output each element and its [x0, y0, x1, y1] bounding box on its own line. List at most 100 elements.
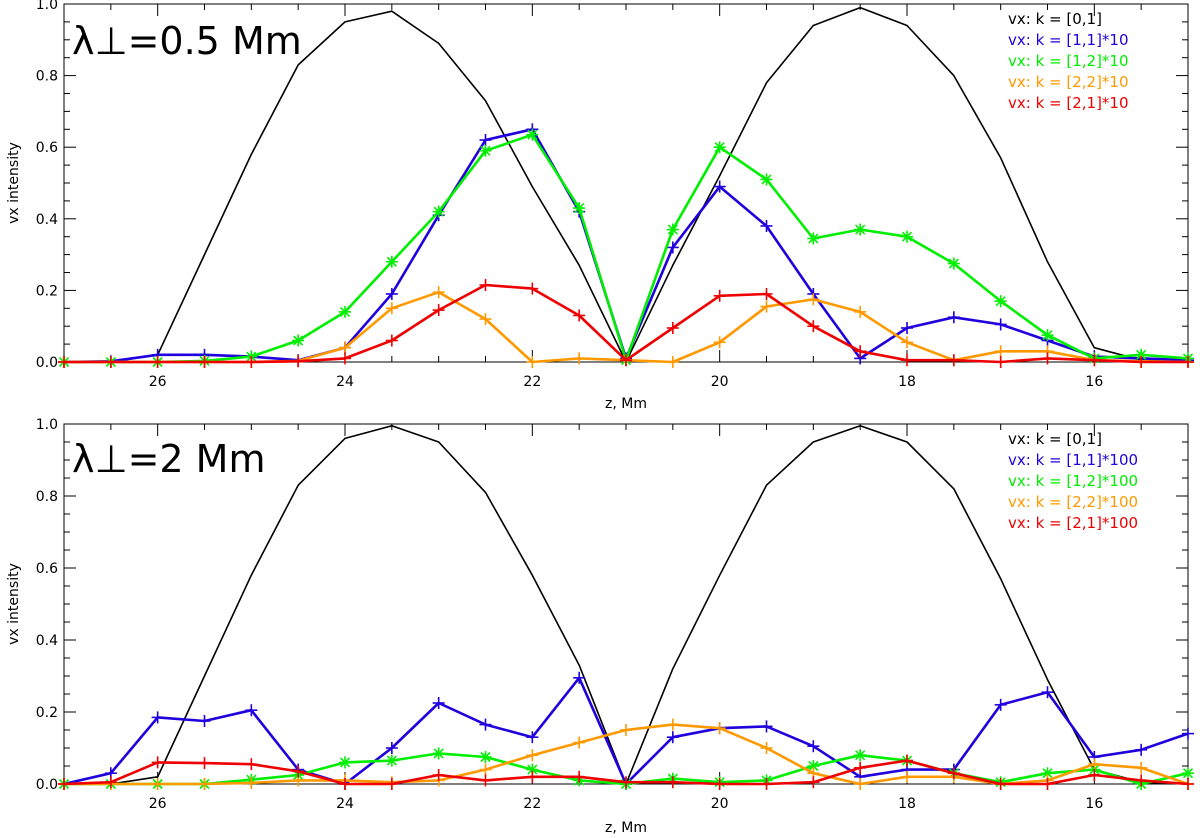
data-point: [292, 334, 305, 347]
data-point: [385, 287, 398, 300]
data-point: [385, 754, 398, 767]
y-tick-label: 1.0: [36, 0, 58, 13]
data-point: [713, 289, 726, 302]
data-point: [760, 219, 773, 232]
data-point: [292, 355, 305, 368]
data-point: [58, 356, 70, 368]
data-point: [198, 356, 211, 368]
data-point: [994, 778, 1007, 790]
y-tick-label: 0.8: [36, 69, 58, 85]
data-point: [1182, 778, 1194, 790]
data-point: [151, 356, 164, 368]
data-point: [666, 321, 679, 334]
data-point: [573, 770, 586, 783]
y-tick-label: 0.6: [36, 140, 58, 156]
y-tick-label: 1.0: [36, 417, 58, 433]
data-point: [479, 134, 492, 147]
y-tick-label: 0.6: [36, 561, 58, 577]
panel-bottom: 26 24 22 20 18 16 0.0 0.2 0.4 0.6 0.8 1.0 z, Mm vx in…: [6, 417, 1194, 836]
data-point: [901, 754, 913, 767]
legend-entry: vx: k = [1,1]*10: [1008, 31, 1129, 49]
legend-entry: vx: k = [2,2]*100: [1008, 493, 1138, 511]
data-point: [1041, 352, 1054, 365]
x-tick-label: 24: [336, 796, 354, 812]
data-point: [760, 173, 773, 186]
data-point: [526, 731, 539, 744]
y-tick-label: 0.8: [36, 489, 58, 505]
data-point: [292, 765, 305, 778]
data-point: [339, 305, 351, 318]
x-tick-label: 16: [1085, 374, 1103, 390]
data-point: [151, 778, 164, 790]
data-point: [1041, 778, 1054, 790]
x-tick-label: 22: [523, 374, 541, 390]
data-point: [760, 778, 773, 790]
data-point: [432, 205, 445, 218]
data-point: [713, 141, 726, 154]
data-point: [854, 778, 867, 790]
panel-title: λ⊥=2 Mm: [72, 437, 266, 481]
data-point: [198, 715, 211, 727]
data-point: [385, 778, 398, 790]
data-point: [901, 321, 913, 334]
x-tick-label: 26: [149, 796, 167, 812]
data-point: [854, 345, 867, 358]
data-point: [854, 305, 867, 318]
legend-entry: vx: k = [2,1]*10: [1008, 94, 1129, 112]
x-axis-label: z, Mm: [605, 396, 647, 412]
data-point: [947, 311, 960, 324]
legend-entry: vx: k = [2,2]*10: [1008, 73, 1129, 91]
data-point: [198, 757, 211, 770]
data-point: [479, 313, 492, 326]
data-point: [526, 128, 539, 141]
data-point: [385, 302, 398, 315]
x-tick-label: 16: [1085, 796, 1103, 812]
data-point: [901, 770, 913, 783]
data-point: [339, 341, 351, 354]
data-point: [1041, 329, 1054, 342]
data-point: [807, 320, 820, 333]
data-point: [994, 295, 1007, 308]
data-point: [901, 336, 913, 349]
data-point: [994, 356, 1007, 368]
data-point: [432, 697, 445, 709]
data-point: [854, 749, 867, 762]
data-point: [901, 230, 913, 243]
data-point: [1088, 354, 1101, 367]
y-tick-label: 0.0: [36, 355, 58, 371]
data-point: [245, 758, 258, 771]
data-point: [432, 769, 445, 781]
data-point: [807, 293, 820, 306]
data-point: [807, 232, 820, 245]
data-point: [104, 776, 117, 789]
x-tick-label: 22: [523, 796, 541, 812]
series-line: [63, 128, 1189, 364]
data-point: [620, 354, 632, 367]
data-point: [760, 287, 773, 300]
legend-entry: vx: k = [1,2]*10: [1008, 52, 1129, 70]
data-point: [1182, 356, 1194, 368]
data-point: [854, 223, 867, 236]
data-point: [479, 279, 492, 292]
data-point: [526, 282, 539, 295]
data-point: [760, 300, 773, 313]
data-point: [1088, 758, 1101, 771]
data-point: [339, 756, 351, 769]
series-4: [58, 754, 1194, 790]
data-point: [620, 724, 632, 736]
data-point: [526, 749, 539, 762]
legend-entry: vx: k = [0,1]: [1008, 10, 1102, 28]
data-point: [994, 318, 1007, 331]
series-1: [58, 123, 1194, 368]
data-point: [339, 778, 351, 790]
data-point: [713, 336, 726, 349]
x-tick-label: 20: [711, 796, 729, 812]
y-tick-label: 0.0: [36, 777, 58, 793]
data-point: [1088, 769, 1101, 781]
data-point: [666, 718, 679, 731]
data-point: [947, 354, 960, 367]
y-tick-label: 0.4: [36, 212, 58, 228]
legend-entry: vx: k = [2,1]*100: [1008, 514, 1138, 532]
data-point: [620, 776, 632, 789]
